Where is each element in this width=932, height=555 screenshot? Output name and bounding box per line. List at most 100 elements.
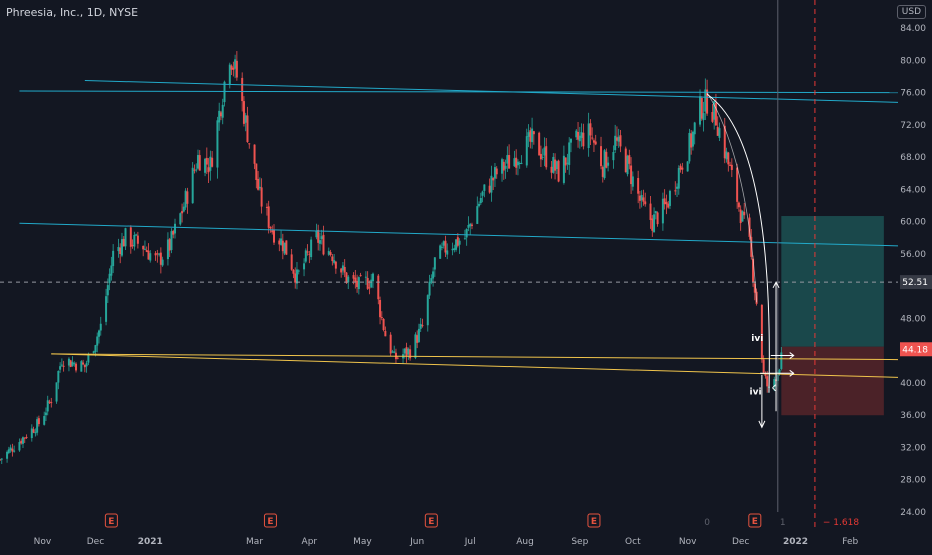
candle-body bbox=[490, 175, 493, 193]
candle bbox=[278, 238, 281, 252]
candle-body bbox=[124, 228, 127, 247]
candle-body bbox=[730, 164, 733, 170]
candle bbox=[638, 190, 641, 209]
price-tag-label: 52.51 bbox=[902, 278, 928, 288]
candle bbox=[566, 153, 569, 170]
candle-body bbox=[439, 245, 442, 259]
candle-body bbox=[753, 283, 756, 293]
candle bbox=[773, 376, 776, 392]
candle bbox=[591, 127, 594, 141]
earnings-badge[interactable]: E bbox=[748, 513, 762, 528]
current-price-tag[interactable]: 44.18 bbox=[900, 342, 932, 357]
earnings-badge[interactable]: E bbox=[104, 513, 118, 528]
candle bbox=[631, 171, 634, 191]
candle-body bbox=[172, 230, 175, 235]
candle bbox=[242, 96, 245, 127]
candle-body bbox=[552, 156, 555, 173]
candle bbox=[205, 147, 208, 175]
earnings-badge[interactable]: E bbox=[587, 513, 601, 528]
candle-body bbox=[204, 158, 207, 173]
symbol-title: Phreesia, Inc., 1D, NYSE bbox=[6, 6, 139, 19]
candle-body bbox=[354, 277, 357, 283]
candle-body bbox=[704, 89, 707, 112]
candle bbox=[739, 205, 742, 231]
candle bbox=[493, 163, 496, 187]
candle-body bbox=[181, 211, 184, 214]
candle-body bbox=[737, 202, 740, 208]
candle bbox=[492, 176, 495, 191]
candle bbox=[7, 446, 10, 455]
channel-line[interactable] bbox=[19, 90, 899, 94]
candle bbox=[347, 274, 350, 290]
candle bbox=[110, 256, 113, 281]
candle bbox=[272, 224, 275, 245]
channel-line[interactable] bbox=[19, 222, 899, 247]
candle-body bbox=[310, 239, 313, 258]
candle-body bbox=[253, 144, 256, 164]
candle bbox=[357, 276, 360, 295]
candle bbox=[681, 162, 684, 174]
candle bbox=[543, 137, 546, 167]
candle-body bbox=[601, 167, 604, 177]
candle bbox=[354, 269, 357, 289]
candle-body bbox=[409, 349, 412, 359]
candle bbox=[340, 267, 343, 278]
earnings-badge[interactable]: E bbox=[424, 513, 438, 528]
candle-body bbox=[414, 334, 417, 359]
candle bbox=[235, 51, 238, 81]
candle bbox=[83, 364, 86, 373]
candle bbox=[318, 232, 321, 251]
level-price-tag[interactable]: 52.51 bbox=[900, 275, 932, 290]
candle-body bbox=[120, 239, 123, 256]
candle bbox=[124, 227, 127, 250]
candle-body bbox=[112, 250, 115, 266]
earnings-badge[interactable]: E bbox=[263, 513, 277, 528]
candle bbox=[37, 415, 40, 427]
candle bbox=[211, 151, 214, 168]
stop-zone[interactable] bbox=[781, 346, 884, 416]
candle-body bbox=[752, 258, 755, 283]
candle bbox=[170, 228, 173, 254]
candle bbox=[30, 424, 33, 442]
candle-body bbox=[578, 135, 581, 142]
candle bbox=[0, 458, 3, 465]
candle-body bbox=[223, 81, 226, 103]
candle bbox=[341, 261, 344, 275]
candle-body bbox=[750, 236, 753, 257]
candle-body bbox=[651, 218, 654, 231]
candle-body bbox=[568, 142, 571, 165]
price-tick-label: 24.00 bbox=[900, 508, 926, 518]
projection-arc-inner[interactable] bbox=[706, 92, 757, 303]
candle bbox=[129, 225, 132, 254]
candle bbox=[44, 407, 47, 421]
candle-body bbox=[94, 345, 97, 353]
support-line[interactable] bbox=[51, 353, 899, 378]
candle bbox=[384, 326, 387, 337]
candle bbox=[677, 165, 680, 195]
candle-body bbox=[13, 450, 16, 452]
price-tag-background bbox=[900, 342, 932, 357]
candle bbox=[624, 146, 627, 173]
candle bbox=[303, 258, 306, 277]
projection-arc[interactable] bbox=[706, 93, 770, 393]
candle-body bbox=[55, 382, 58, 402]
candle-body bbox=[248, 143, 251, 145]
candle bbox=[96, 332, 99, 353]
candle bbox=[21, 436, 24, 448]
candle-body bbox=[430, 278, 433, 283]
candle bbox=[642, 189, 645, 206]
candle-body bbox=[456, 237, 459, 246]
candle-body bbox=[133, 234, 136, 247]
candle-body bbox=[99, 323, 102, 331]
candle bbox=[122, 236, 125, 247]
candle bbox=[737, 201, 740, 212]
support-line[interactable] bbox=[51, 353, 899, 361]
candle-body bbox=[665, 201, 668, 205]
target-zone[interactable] bbox=[781, 216, 884, 347]
candle bbox=[488, 178, 491, 194]
candle-body bbox=[713, 101, 716, 120]
candle-body bbox=[654, 211, 657, 214]
currency-badge[interactable]: USD bbox=[896, 5, 926, 19]
